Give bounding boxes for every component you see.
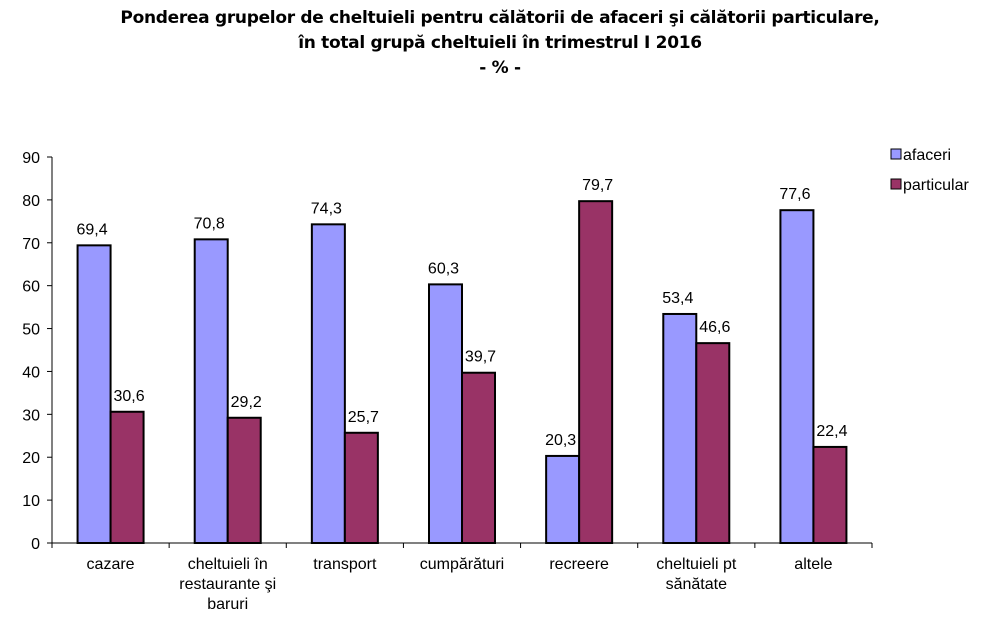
bar-afaceri	[779, 209, 815, 544]
data-label-afaceri: 20,3	[545, 432, 576, 449]
legend-swatch-afaceri	[890, 148, 902, 160]
x-tick-label: transport	[313, 556, 377, 573]
x-tick-label: cheltuieli în	[188, 556, 268, 573]
bar-particular	[109, 410, 145, 545]
data-label-afaceri: 77,6	[779, 186, 810, 203]
data-label-afaceri: 60,3	[428, 260, 459, 277]
x-tick-label: cumpărături	[420, 556, 504, 573]
bar-particular	[226, 416, 262, 544]
y-tick-label: 0	[31, 536, 40, 553]
x-tick-label: recreere	[549, 556, 609, 573]
chart-title-line-3: - % -	[479, 58, 521, 78]
chart-title-line-2: în total grupă cheltuieli în trimestrul …	[298, 33, 702, 53]
data-label-particular: 30,6	[114, 388, 145, 405]
data-label-particular: 29,2	[231, 394, 262, 411]
bar-particular	[343, 431, 379, 544]
legend-label-particular: particular	[903, 177, 969, 194]
bar-afaceri	[428, 283, 463, 544]
bar-particular	[461, 371, 496, 544]
legend-label-afaceri: afaceri	[903, 147, 951, 164]
data-label-particular: 22,4	[816, 423, 847, 440]
y-tick-label: 40	[22, 364, 40, 381]
x-tick-label: baruri	[207, 596, 248, 613]
bar-afaceri	[662, 312, 698, 544]
data-label-particular: 79,7	[582, 177, 613, 194]
y-tick-label: 60	[22, 279, 40, 296]
y-tick-label: 20	[22, 450, 40, 467]
x-tick-label: cheltuieli pt	[656, 556, 737, 573]
bar-particular	[812, 445, 848, 545]
data-label-afaceri: 53,4	[662, 290, 693, 307]
y-tick-label: 70	[22, 236, 40, 253]
x-tick-label: restaurante şi	[179, 576, 276, 593]
x-tick-label: altele	[794, 556, 832, 573]
bar-afaceri	[193, 238, 229, 544]
bar-afaceri	[310, 223, 346, 545]
data-label-particular: 25,7	[348, 409, 379, 426]
data-label-afaceri: 74,3	[311, 200, 342, 217]
bar-afaceri	[545, 454, 581, 544]
y-tick-label: 50	[22, 322, 40, 339]
y-tick-label: 80	[22, 193, 40, 210]
x-tick-label: cazare	[87, 556, 135, 573]
chart-title-line-1: Ponderea grupelor de cheltuieli pentru c…	[120, 8, 880, 28]
bar-particular	[578, 200, 614, 544]
x-tick-label: sănătate	[666, 576, 727, 593]
bar-particular	[695, 342, 731, 545]
bar-afaceri	[76, 244, 112, 544]
data-label-particular: 39,7	[465, 349, 496, 366]
y-tick-label: 10	[22, 493, 40, 510]
legend-swatch-particular	[890, 178, 902, 190]
y-tick-label: 90	[22, 150, 40, 167]
y-tick-label: 30	[22, 407, 40, 424]
data-label-afaceri: 69,4	[77, 221, 108, 238]
data-label-particular: 46,6	[699, 319, 730, 336]
data-label-afaceri: 70,8	[194, 215, 225, 232]
